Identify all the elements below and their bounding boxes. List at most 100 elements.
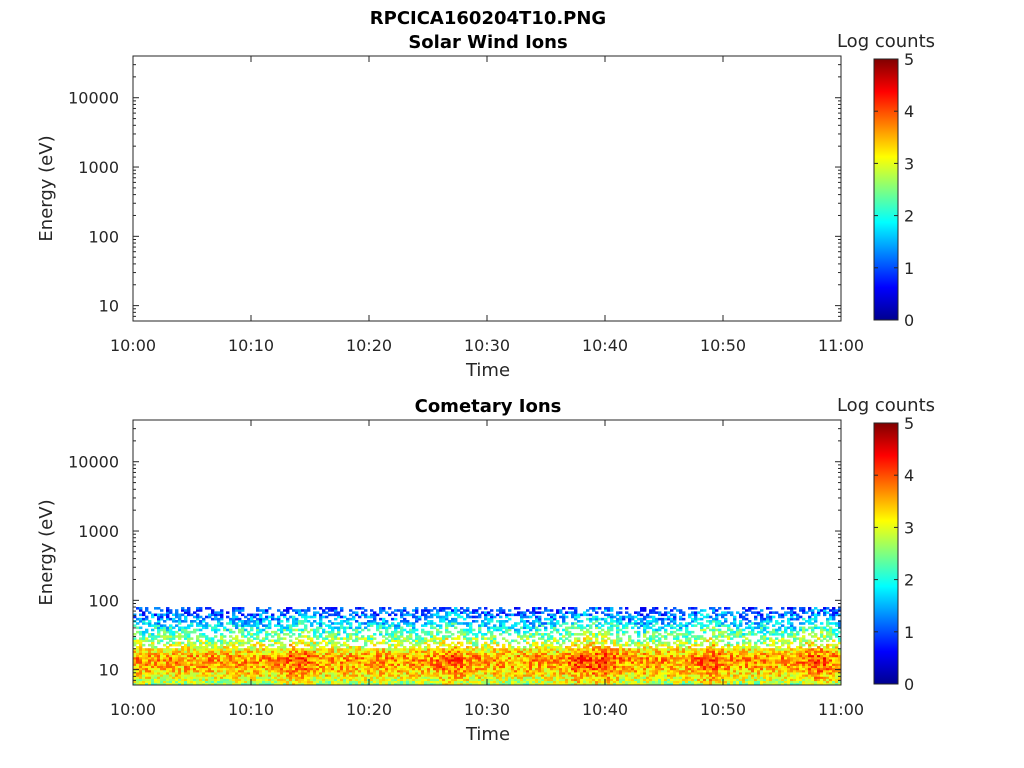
heatmap-cell [280, 652, 284, 656]
heatmap-cell [286, 682, 290, 686]
heatmap-cell [343, 665, 347, 669]
heatmap-cell [226, 656, 230, 660]
heatmap-cell [415, 678, 419, 682]
heatmap-cell [232, 661, 236, 664]
heatmap-cell [205, 682, 209, 686]
heatmap-cell [631, 622, 635, 625]
heatmap-cell [616, 620, 620, 623]
heatmap-cell [145, 659, 149, 662]
heatmap-cell [496, 626, 500, 630]
heatmap-cell [526, 650, 530, 653]
heatmap-cell [601, 639, 605, 643]
heatmap-cell [355, 656, 359, 660]
heatmap-cell [238, 667, 242, 671]
heatmap-cell [502, 674, 506, 677]
heatmap-cell [667, 680, 671, 684]
heatmap-cell [241, 626, 245, 630]
heatmap-cell [376, 672, 380, 675]
heatmap-cell [265, 633, 269, 636]
heatmap-cell [184, 628, 188, 632]
heatmap-cell [349, 613, 353, 617]
heatmap-cell [325, 674, 329, 677]
heatmap-cell [190, 654, 194, 658]
heatmap-cell [151, 613, 155, 617]
heatmap-cell [490, 678, 494, 682]
heatmap-cell [670, 661, 674, 664]
heatmap-cell [574, 669, 578, 673]
heatmap-cell [406, 624, 410, 627]
heatmap-cell [547, 648, 551, 651]
heatmap-cell [448, 652, 452, 656]
heatmap-cell [310, 624, 314, 627]
heatmap-cell [265, 682, 269, 686]
heatmap-cell [556, 611, 560, 614]
heatmap-cell [475, 643, 479, 647]
heatmap-cell [589, 663, 593, 666]
heatmap-cell [169, 665, 173, 669]
heatmap-cell [658, 643, 662, 647]
heatmap-cell [289, 669, 293, 673]
heatmap-cell [646, 630, 650, 634]
heatmap-cell [244, 661, 248, 664]
heatmap-cell [667, 667, 671, 671]
heatmap-cell [196, 676, 200, 679]
heatmap-cell [379, 680, 383, 684]
heatmap-cell [196, 663, 200, 666]
heatmap-cell [475, 669, 479, 673]
heatmap-cell [229, 648, 233, 651]
heatmap-cell [616, 635, 620, 638]
heatmap-cell [196, 674, 200, 677]
heatmap-cell [664, 669, 668, 673]
heatmap-cell [271, 652, 275, 656]
heatmap-cell [643, 665, 647, 669]
heatmap-cell [517, 607, 521, 610]
heatmap-cell [463, 648, 467, 651]
heatmap-cell [415, 609, 419, 612]
heatmap-cell [565, 672, 569, 675]
heatmap-cell [430, 637, 434, 640]
heatmap-cell [253, 643, 257, 647]
heatmap-cell [532, 659, 536, 662]
heatmap-cell [280, 680, 284, 684]
heatmap-cell [460, 656, 464, 660]
heatmap-cell [604, 620, 608, 623]
heatmap-cell [586, 665, 590, 669]
heatmap-cell [472, 669, 476, 673]
heatmap-cell [346, 635, 350, 638]
heatmap-cell [304, 613, 308, 617]
heatmap-cell [355, 650, 359, 653]
heatmap-cell [499, 661, 503, 664]
heatmap-cell [367, 654, 371, 658]
heatmap-cell [376, 663, 380, 666]
heatmap-cell [577, 669, 581, 673]
heatmap-cell [307, 630, 311, 634]
heatmap-cell [343, 678, 347, 682]
heatmap-cell [436, 648, 440, 651]
heatmap-cell [304, 611, 308, 614]
heatmap-cell [352, 611, 356, 614]
heatmap-cell [538, 615, 542, 619]
heatmap-cell [622, 617, 626, 621]
heatmap-cell [400, 648, 404, 651]
heatmap-cell [583, 665, 587, 669]
heatmap-cell [196, 615, 200, 619]
heatmap-cell [562, 622, 566, 625]
heatmap-cell [508, 680, 512, 684]
heatmap-cell [418, 656, 422, 660]
heatmap-cell [334, 656, 338, 660]
heatmap-cell [346, 617, 350, 621]
heatmap-cell [580, 650, 584, 653]
heatmap-cell [460, 663, 464, 666]
heatmap-cell [295, 620, 299, 623]
heatmap-cell [661, 682, 665, 686]
heatmap-cell [139, 661, 143, 664]
heatmap-cell [157, 615, 161, 619]
heatmap-cell [295, 672, 299, 675]
heatmap-cell [520, 669, 524, 673]
heatmap-cell [550, 626, 554, 630]
heatmap-cell [322, 622, 326, 625]
heatmap-cell [454, 665, 458, 669]
heatmap-cell [478, 667, 482, 671]
heatmap-cell [391, 669, 395, 673]
heatmap-cell [595, 615, 599, 619]
